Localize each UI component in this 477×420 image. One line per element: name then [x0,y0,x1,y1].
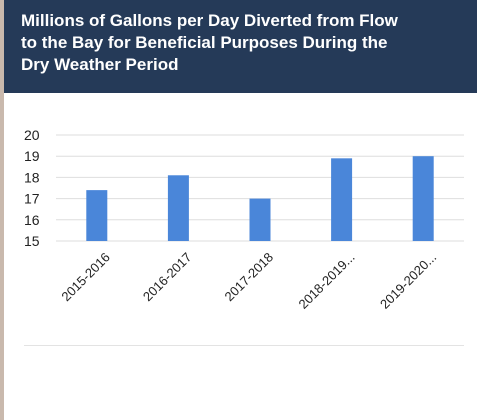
chart-title-line-1: Millions of Gallons per Day Diverted fro… [21,11,398,30]
bar [249,198,271,241]
chart-title: Millions of Gallons per Day Diverted fro… [21,10,471,76]
chart-title-line-2: to the Bay for Beneficial Purposes Durin… [21,33,388,52]
chart-card: Millions of Gallons per Day Diverted fro… [4,0,477,420]
y-tick-label: 15 [24,233,40,249]
y-tick-label: 18 [24,169,40,185]
bar-chart: 20 19 18 17 16 15 2015-2016 2016-2017 2017-2018 2… [24,127,464,312]
chart-header: Millions of Gallons per Day Diverted fro… [4,0,477,93]
x-category-label: 2016-2017 [140,250,195,305]
x-category-label: 2019-2020... [377,250,439,312]
chart-title-line-3: Dry Weather Period [21,55,179,74]
bar [167,175,189,241]
x-category-label: 2015-2016 [58,250,113,305]
y-tick-label: 16 [24,212,40,228]
bar [412,156,434,241]
y-tick-label: 17 [24,191,40,207]
y-tick-label: 19 [24,148,40,164]
x-category-label: 2017-2018 [222,250,277,305]
x-category-label: 2018-2019... [295,250,357,312]
y-tick-label: 20 [24,127,40,143]
bar [86,190,108,241]
divider [24,345,464,346]
bar [331,158,353,241]
